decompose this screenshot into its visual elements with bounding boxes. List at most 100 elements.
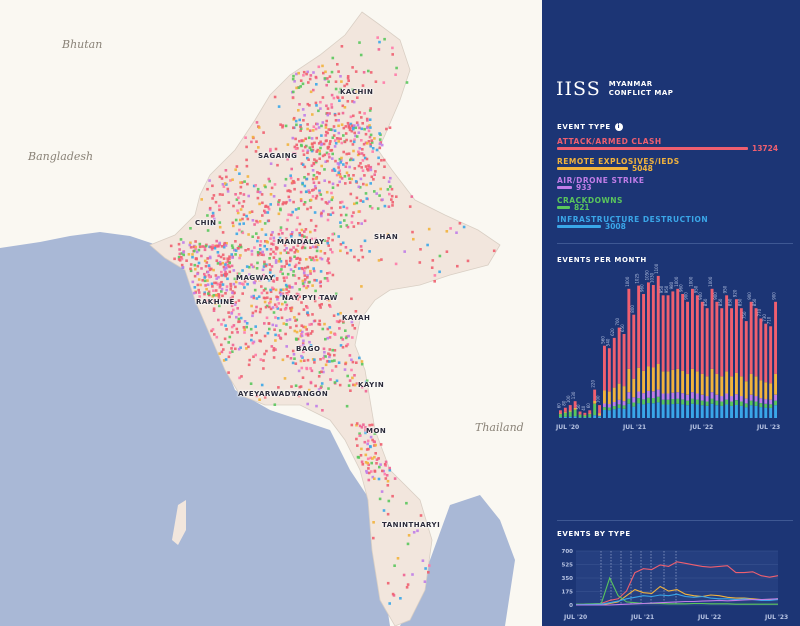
month-bar[interactable] xyxy=(671,291,675,418)
month-bar-label: 1025 xyxy=(635,273,640,284)
month-bar-label: 850 xyxy=(728,298,733,306)
region-label-bago: BAGO xyxy=(296,345,321,353)
month-bar[interactable] xyxy=(725,295,729,418)
month-bar[interactable] xyxy=(598,405,601,418)
event-type-label[interactable]: CRACKDOWNS xyxy=(557,195,623,205)
month-bar[interactable] xyxy=(730,308,733,418)
month-bar[interactable] xyxy=(617,327,621,418)
month-bar-segment xyxy=(681,294,685,371)
month-bar[interactable] xyxy=(593,389,597,418)
month-bar[interactable] xyxy=(739,308,743,418)
month-bar-segment xyxy=(744,381,748,399)
event-type-label[interactable]: ATTACK/ARMED CLASH xyxy=(557,137,662,146)
month-bar[interactable] xyxy=(647,282,650,418)
month-bar[interactable] xyxy=(559,410,562,418)
month-bar[interactable] xyxy=(774,301,777,418)
month-bar[interactable] xyxy=(705,308,709,418)
month-bar-segment xyxy=(598,415,601,416)
month-bar[interactable] xyxy=(583,412,587,418)
month-bar[interactable] xyxy=(759,318,763,419)
map-canvas[interactable] xyxy=(0,0,542,626)
month-bar-label: 130 xyxy=(571,391,576,399)
month-bar[interactable] xyxy=(710,288,714,418)
month-bar-segment xyxy=(730,376,733,397)
month-bar[interactable] xyxy=(622,334,626,418)
month-bar-segment xyxy=(612,337,616,388)
month-bar[interactable] xyxy=(749,301,753,418)
month-bar-segment xyxy=(622,401,626,406)
month-bar[interactable] xyxy=(715,301,719,418)
month-bar[interactable] xyxy=(681,294,685,418)
month-bar[interactable] xyxy=(607,348,611,418)
event-type-label[interactable]: AIR/DRONE STRIKE xyxy=(557,176,645,185)
month-bar-segment xyxy=(637,398,641,404)
country-label-bangladesh: Bangladesh xyxy=(28,150,94,163)
month-bar-segment xyxy=(617,327,621,384)
month-bar-label: 900 xyxy=(684,292,689,300)
month-bar-segment xyxy=(739,405,743,418)
month-bar-segment xyxy=(710,368,714,393)
month-bar-segment xyxy=(603,407,606,410)
month-bar[interactable] xyxy=(588,410,592,418)
month-bar[interactable] xyxy=(666,295,670,418)
month-bar[interactable] xyxy=(563,407,567,418)
month-bar[interactable] xyxy=(695,295,699,418)
month-bar-segment xyxy=(676,392,680,399)
month-bar[interactable] xyxy=(764,323,768,418)
month-bar[interactable] xyxy=(642,294,645,418)
events-by-type-chart[interactable]: 700 525 350 175 0 JUL '20 JUL '21 JUL '22 JUL '2… xyxy=(546,543,796,623)
country-label-thailand: Thailand xyxy=(475,421,524,434)
month-bar[interactable] xyxy=(700,301,704,418)
month-bar[interactable] xyxy=(632,314,636,418)
month-bar[interactable] xyxy=(676,288,680,418)
month-bar-segment xyxy=(642,404,645,418)
series-line xyxy=(575,576,778,605)
event-type-label: EVENT TYPE xyxy=(557,123,611,131)
month-bar-segment xyxy=(588,417,592,418)
month-bar-segment xyxy=(627,368,631,393)
region-label-rakhine: RAKHINE xyxy=(196,298,235,306)
month-bar[interactable] xyxy=(754,308,758,418)
month-bar-segment xyxy=(632,397,636,403)
month-bar[interactable] xyxy=(612,337,616,418)
month-bar-segment xyxy=(720,376,724,397)
month-bar[interactable] xyxy=(578,411,582,419)
month-bar[interactable] xyxy=(744,321,748,418)
month-bar[interactable] xyxy=(686,301,689,418)
month-bar[interactable] xyxy=(651,285,655,418)
month-bar-segment xyxy=(593,403,597,416)
month-bar-label: 100 xyxy=(596,395,601,403)
month-bar[interactable] xyxy=(573,401,577,418)
y-tick-label: 0 xyxy=(569,603,573,609)
region-label-sagaing: SAGAING xyxy=(258,152,298,160)
event-type-bar xyxy=(557,166,628,170)
month-bar-segment xyxy=(583,415,587,418)
month-bar[interactable] xyxy=(603,345,606,418)
month-bar-label: 980 xyxy=(669,281,674,289)
conflict-map[interactable]: Bhutan Bangladesh Thailand KACHIN SAGAIN… xyxy=(0,0,542,626)
month-bar[interactable] xyxy=(656,275,660,418)
info-icon[interactable]: i xyxy=(614,123,623,131)
month-bar-segment xyxy=(671,291,675,370)
month-bar[interactable] xyxy=(637,285,641,418)
region-label-ayeyarwady: AYEYARWADY xyxy=(238,390,296,398)
month-bar-segment xyxy=(666,371,670,394)
month-bar[interactable] xyxy=(769,326,773,418)
iiss-logo: IISS xyxy=(556,78,601,100)
event-type-label[interactable]: REMOTE EXPLOSIVES/IEDS xyxy=(557,156,680,166)
event-type-label[interactable]: INFRASTRUCTURE DESTRUCTION xyxy=(557,215,709,224)
month-bar[interactable] xyxy=(735,299,738,418)
month-bar-segment xyxy=(622,334,626,387)
month-bar[interactable] xyxy=(720,308,724,418)
month-bar-segment xyxy=(559,413,562,415)
month-bar-segment xyxy=(627,403,631,418)
month-bar[interactable] xyxy=(661,295,665,418)
month-bar-segment xyxy=(651,403,655,418)
month-bar[interactable] xyxy=(691,288,694,418)
month-bar-segment xyxy=(769,326,773,384)
month-bar-segment xyxy=(563,412,567,417)
month-bar[interactable] xyxy=(627,288,631,418)
month-bar[interactable] xyxy=(568,405,572,418)
series-line xyxy=(576,585,779,606)
